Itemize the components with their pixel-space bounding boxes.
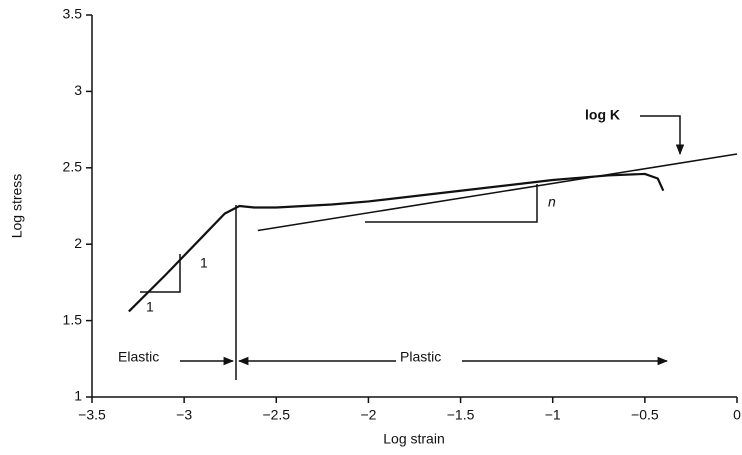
annotation: n <box>548 194 556 210</box>
y-tick-label: 1.5 <box>63 311 83 327</box>
y-axis-label: Log stress <box>9 174 25 239</box>
slope-triangle <box>365 184 538 223</box>
annotation: 1 <box>200 255 208 271</box>
arrow <box>640 115 685 156</box>
x-tick-label: 0 <box>733 407 741 423</box>
slope-triangle <box>140 254 181 293</box>
annotation: 1 <box>146 299 154 315</box>
annotation: Elastic <box>118 349 159 365</box>
y-tick-label: 2.5 <box>63 159 83 175</box>
fit-line <box>257 153 738 232</box>
x-axis-label: Log strain <box>383 431 444 447</box>
y-tick-label: 3 <box>74 82 82 98</box>
y-tick-label: 1 <box>74 388 82 404</box>
x-tick-label: −3.5 <box>78 407 106 423</box>
annotation: log K <box>585 107 620 123</box>
y-tick-label: 2 <box>74 235 82 251</box>
x-tick-label: −1.5 <box>447 407 475 423</box>
annotation: Plastic <box>400 349 441 365</box>
x-tick-label: −3 <box>176 407 192 423</box>
x-tick-label: −1 <box>545 407 561 423</box>
y-tick-label: 3.5 <box>63 6 83 22</box>
x-tick-label: −0.5 <box>631 407 659 423</box>
x-tick-label: −2.5 <box>262 407 290 423</box>
x-tick-label: −2 <box>360 407 376 423</box>
stress-strain-curve <box>128 172 665 313</box>
